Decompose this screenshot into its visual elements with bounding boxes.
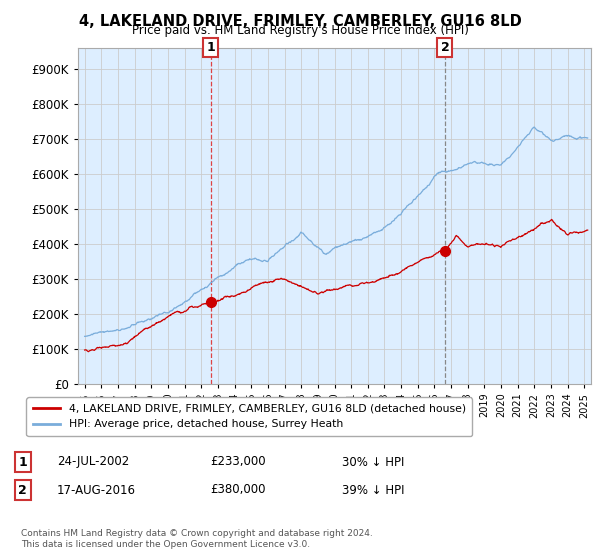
Legend: 4, LAKELAND DRIVE, FRIMLEY, CAMBERLEY, GU16 8LD (detached house), HPI: Average p: 4, LAKELAND DRIVE, FRIMLEY, CAMBERLEY, G… xyxy=(26,398,472,436)
Text: £380,000: £380,000 xyxy=(210,483,265,497)
Text: 24-JUL-2002: 24-JUL-2002 xyxy=(57,455,129,469)
Text: 4, LAKELAND DRIVE, FRIMLEY, CAMBERLEY, GU16 8LD: 4, LAKELAND DRIVE, FRIMLEY, CAMBERLEY, G… xyxy=(79,14,521,29)
Text: £233,000: £233,000 xyxy=(210,455,266,469)
Text: 1: 1 xyxy=(206,41,215,54)
Text: 30% ↓ HPI: 30% ↓ HPI xyxy=(342,455,404,469)
Text: 2: 2 xyxy=(19,483,27,497)
Text: 1: 1 xyxy=(19,455,27,469)
Text: 17-AUG-2016: 17-AUG-2016 xyxy=(57,483,136,497)
Text: 39% ↓ HPI: 39% ↓ HPI xyxy=(342,483,404,497)
Text: Contains HM Land Registry data © Crown copyright and database right 2024.
This d: Contains HM Land Registry data © Crown c… xyxy=(21,529,373,549)
Text: Price paid vs. HM Land Registry's House Price Index (HPI): Price paid vs. HM Land Registry's House … xyxy=(131,24,469,37)
Text: 2: 2 xyxy=(440,41,449,54)
